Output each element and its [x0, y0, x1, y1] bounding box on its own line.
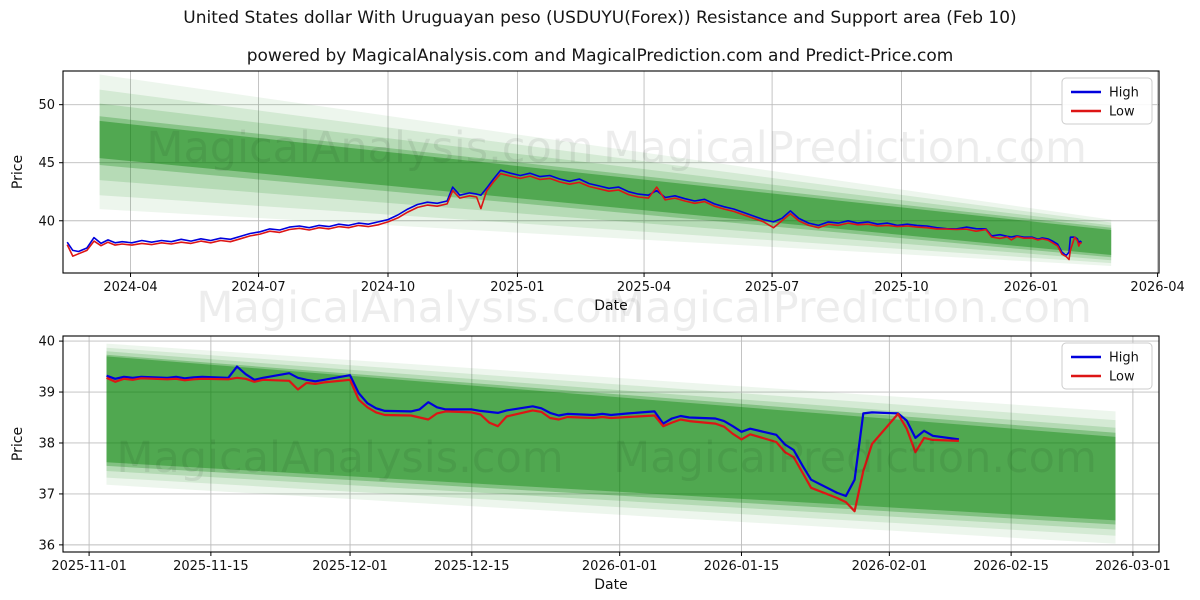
y-axis-label: Price — [10, 427, 26, 461]
x-tick-label: 2026-02-01 — [852, 559, 928, 574]
gridlines — [63, 71, 1159, 273]
x-tick-label: 2026-04 — [1130, 280, 1184, 295]
legend-box — [1061, 77, 1153, 125]
chart-title: United States dollar With Uruguayan peso… — [183, 8, 1017, 28]
gridlines — [63, 336, 1159, 552]
x-tick-label: 2026-01-01 — [582, 559, 658, 574]
support-resistance-area — [106, 343, 1116, 544]
x-tick-label: 2024-07 — [231, 280, 285, 295]
x-tick-label: 2024-10 — [361, 280, 415, 295]
legend: High Low — [1061, 342, 1153, 390]
x-tick-label: 2025-01 — [490, 280, 544, 295]
y-axis: 40 39 38 37 36 Price — [10, 335, 63, 553]
support-resistance-band — [99, 89, 1112, 264]
main-chart: 2024-04 2024-07 2024-10 2025-01 2025-04 2025-… — [10, 70, 1185, 314]
support-resistance-band — [99, 74, 1112, 266]
low-line — [106, 376, 959, 513]
legend-label: Low — [1109, 105, 1135, 120]
y-tick-label: 39 — [38, 386, 55, 401]
support-resistance-area — [99, 74, 1112, 266]
plot-border — [62, 335, 1160, 553]
y-tick-label: 37 — [38, 487, 55, 502]
y-tick-label: 38 — [38, 436, 55, 451]
plot-border — [62, 70, 1160, 274]
y-tick-label: 45 — [38, 156, 55, 171]
x-tick-label: 2025-11-15 — [173, 559, 249, 574]
x-tick-label: 2025-12-01 — [312, 559, 388, 574]
legend-label: Low — [1109, 370, 1135, 385]
x-tick-label: 2026-01-15 — [704, 559, 780, 574]
y-axis: 50 45 40 Price — [10, 98, 63, 229]
x-axis: 2025-11-01 2025-11-15 2025-12-01 2025-12-15… — [51, 552, 1171, 593]
x-tick-label: 2025-11-01 — [51, 559, 127, 574]
x-tick-label: 2026-01 — [1004, 280, 1058, 295]
chart-subtitle: powered by MagicalAnalysis.com and Magic… — [246, 46, 954, 66]
support-resistance-band — [106, 351, 1116, 530]
y-tick-label: 36 — [38, 538, 55, 553]
y-tick-label: 40 — [38, 335, 55, 350]
legend-box — [1061, 342, 1153, 390]
high-line — [106, 365, 960, 498]
support-resistance-band — [99, 103, 1112, 261]
legend: High Low — [1061, 77, 1153, 125]
x-tick-label: 2024-04 — [103, 280, 157, 295]
y-tick-label: 40 — [38, 214, 55, 229]
legend-label: High — [1109, 86, 1139, 101]
x-tick-label: 2025-12-15 — [434, 559, 510, 574]
x-tick-label: 2025-04 — [617, 280, 671, 295]
y-tick-label: 50 — [38, 98, 55, 113]
low-line — [66, 172, 1082, 261]
x-axis-label: Date — [594, 577, 627, 593]
x-tick-label: 2025-07 — [745, 280, 799, 295]
x-axis-label: Date — [594, 298, 627, 314]
y-axis-label: Price — [10, 155, 26, 189]
x-axis: 2024-04 2024-07 2024-10 2025-01 2025-04 2025-… — [103, 273, 1185, 314]
x-tick-label: 2026-03-01 — [1095, 559, 1171, 574]
x-tick-label: 2026-02-15 — [973, 559, 1049, 574]
zoom-chart: 2025-11-01 2025-11-15 2025-12-01 2025-12-15… — [10, 335, 1171, 593]
x-tick-label: 2025-10 — [874, 280, 928, 295]
legend-label: High — [1109, 351, 1139, 366]
